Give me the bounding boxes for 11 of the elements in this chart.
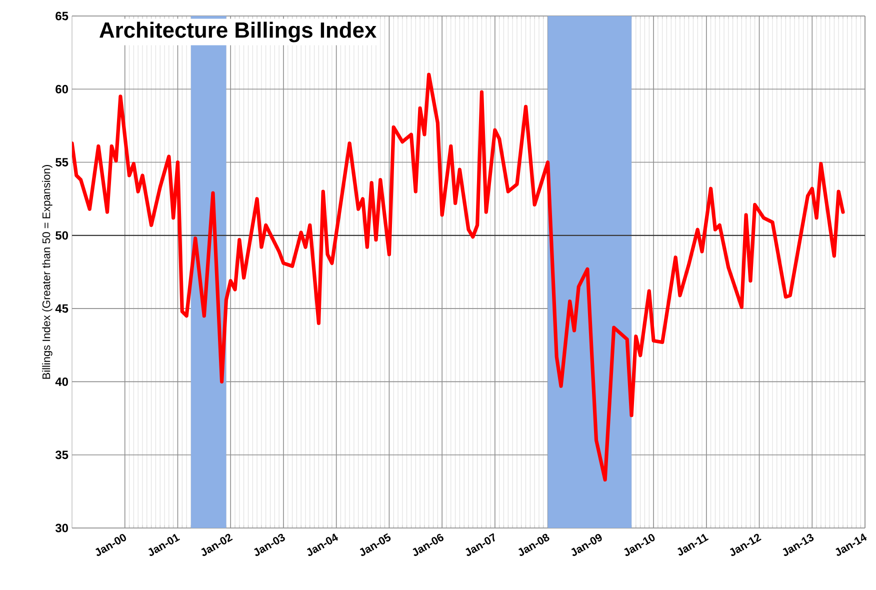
y-axis-title: Billings Index (Greater than 50 = Expansion) (42, 165, 52, 379)
y-tick-label: 35 (55, 450, 68, 460)
line-series (72, 72, 845, 482)
y-tick-label: 40 (55, 377, 68, 386)
y-tick-label: 60 (56, 84, 68, 94)
y-tick-label: 30 (55, 524, 68, 532)
y-tick-label: 65 (56, 12, 68, 20)
y-tick-label: 55 (56, 158, 68, 166)
y-tick-label: 50 (56, 231, 68, 240)
y-tick-label: 45 (55, 304, 68, 313)
chart-title: Architecture Billings Index (100, 22, 377, 42)
